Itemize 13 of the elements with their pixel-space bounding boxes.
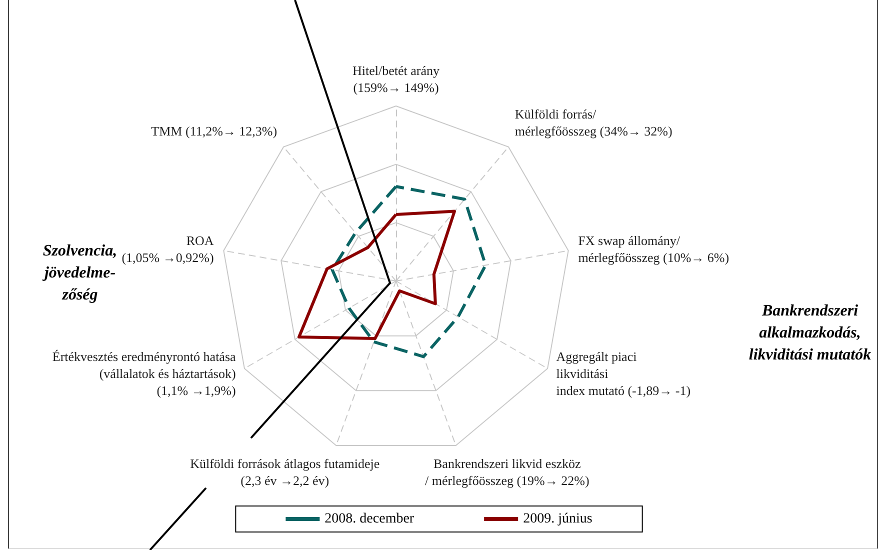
spoke-label: FX swap állomány/ mérlegfőösszeg (10%→ 6%) <box>578 232 730 265</box>
spoke-label: TMM (11,2%→ 12,3%) <box>151 123 278 138</box>
legend-label: 2009. június <box>523 512 592 526</box>
legend-label: 2008. december <box>324 512 414 526</box>
spoke-label: ROA (1,05% →0,92%) <box>122 232 214 265</box>
spoke-label: Külföldi források átlagos futamideje (2,3 év →2,2 év) <box>190 456 380 488</box>
text: Szolvencia, jövedelme- zőség <box>41 242 118 304</box>
spoke-label: Külföldi forrás/ mérlegfőösszeg (34%→ 32%) <box>514 106 672 138</box>
text: Bankrendszeri alkalmazkodás, likviditási mutatók <box>748 302 872 364</box>
spoke-label: Bankrendszeri likvid eszköz / mérlegfőösszeg (19%→ 22%) <box>425 456 590 488</box>
spoke-label: Értékvesztés eredményrontó hatása (vállalatok és háztartások) (1,1% →1,9%) <box>52 349 236 398</box>
spoke-label: Hitel/betét arány (159%→ 149%) <box>352 63 440 95</box>
spoke-label: Aggregált piaci likviditási index mutató (-1,89→ -1) <box>556 349 691 398</box>
